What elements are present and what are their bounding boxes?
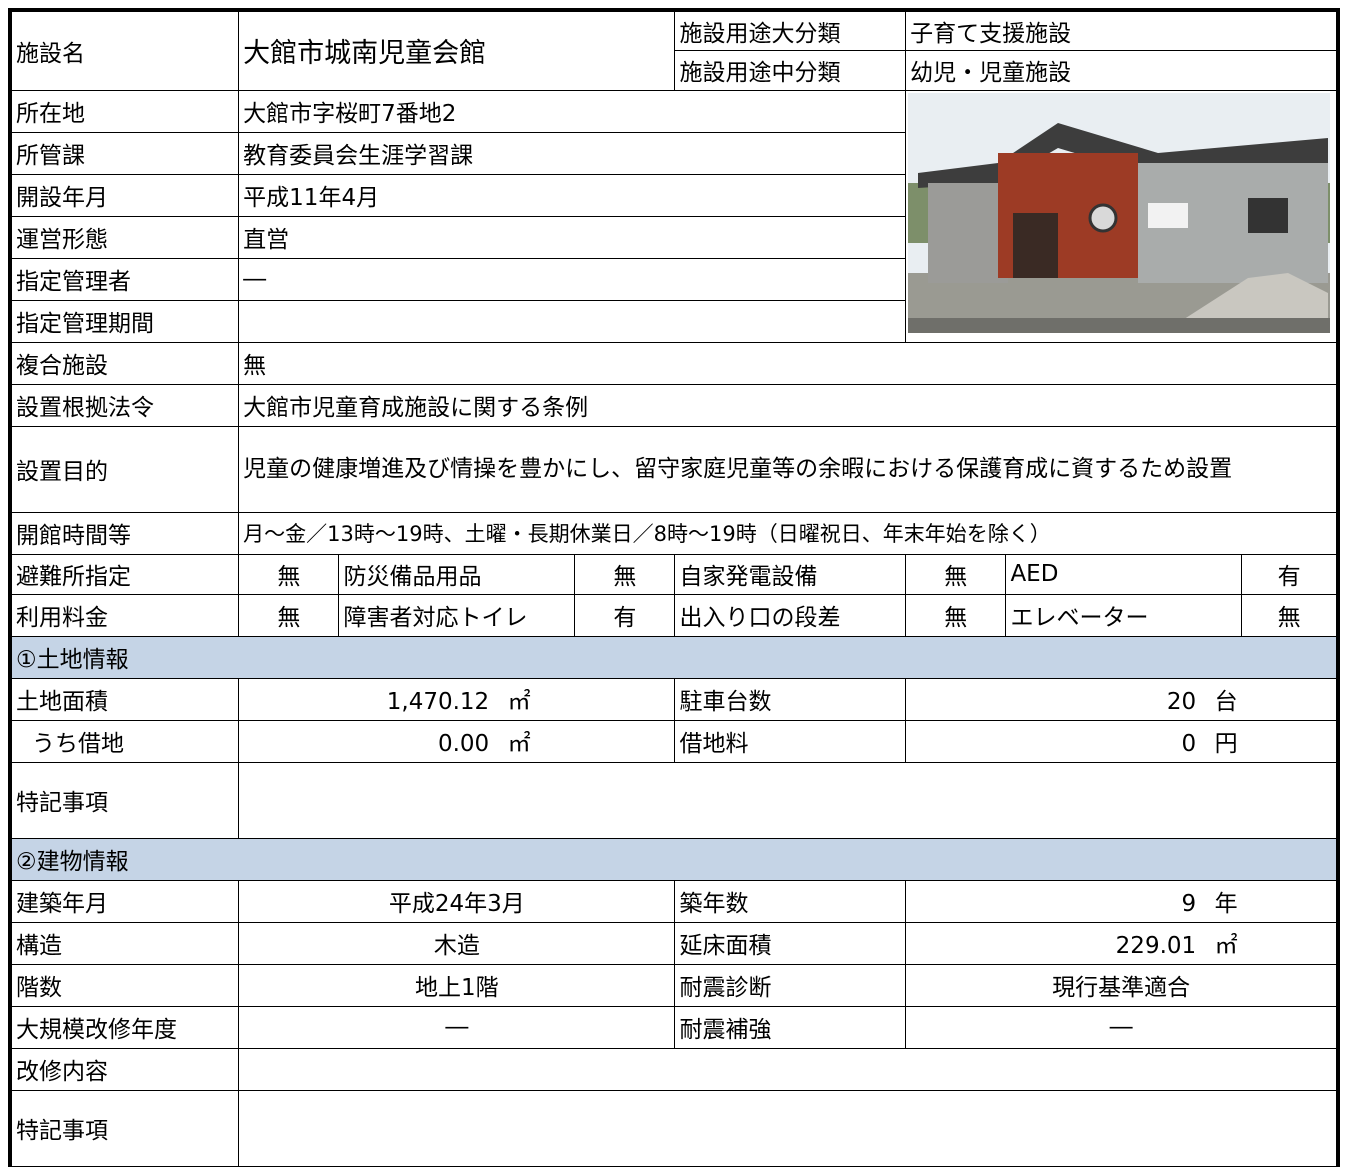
label: 設置根拠法令: [9, 383, 240, 427]
label: エレベーター: [1005, 593, 1243, 637]
number: 9: [1181, 891, 1197, 917]
number: 1,470.12: [386, 689, 490, 715]
label: AED: [1005, 553, 1243, 595]
label: 出入り口の段差: [674, 593, 907, 637]
unit: ㎡: [507, 689, 531, 715]
label: 借地料: [674, 719, 907, 763]
value: 無: [238, 341, 1339, 385]
unit: 台: [1214, 689, 1238, 715]
value: 教育委員会生涯学習課: [238, 131, 907, 175]
number: 0: [1181, 731, 1197, 757]
value: ―: [238, 257, 907, 301]
value: 229.01 ㎡: [905, 921, 1339, 965]
label: 土地面積: [9, 677, 240, 721]
section-header: ②建物情報: [9, 837, 1339, 881]
label: 開設年月: [9, 173, 240, 217]
value: 無: [238, 553, 340, 595]
label: 所在地: [9, 89, 240, 133]
label: 防災備品用品: [338, 553, 576, 595]
facility-name: 大館市城南児童会館: [238, 9, 676, 91]
value: 幼児・児童施設: [905, 49, 1339, 91]
value: [238, 1047, 1339, 1091]
label: 建築年月: [9, 879, 240, 923]
label: 階数: [9, 963, 240, 1007]
label: 開館時間等: [9, 511, 240, 555]
value: 木造: [238, 921, 676, 965]
value: 児童の健康増進及び情操を豊かにし、留守家庭児童等の余暇における保護育成に資するた…: [238, 425, 1339, 513]
unit: ㎡: [1214, 933, 1238, 959]
photo-cell: [905, 89, 1339, 343]
value: 地上1階: [238, 963, 676, 1007]
value: 無: [1241, 593, 1339, 637]
value: 月～金／13時～19時、土曜・長期休業日／8時～19時（日曜祝日、年末年始を除く…: [238, 511, 1339, 555]
value: 無: [905, 553, 1007, 595]
label: 指定管理者: [9, 257, 240, 301]
value: 無: [574, 553, 676, 595]
label: 耐震診断: [674, 963, 907, 1007]
label: 利用料金: [9, 593, 240, 637]
label: 複合施設: [9, 341, 240, 385]
label: 施設用途大分類: [674, 9, 907, 51]
value: 無: [905, 593, 1007, 637]
unit: 年: [1214, 891, 1238, 917]
label: うち借地: [9, 719, 240, 763]
label: 築年数: [674, 879, 907, 923]
label: 運営形態: [9, 215, 240, 259]
label: 自家発電設備: [674, 553, 907, 595]
value: 現行基準適合: [905, 963, 1339, 1007]
section-header: ①土地情報: [9, 635, 1339, 679]
value: 無: [238, 593, 340, 637]
value: 平成11年4月: [238, 173, 907, 217]
label: 指定管理期間: [9, 299, 240, 343]
label: 大規模改修年度: [9, 1005, 240, 1049]
value: 1,470.12 ㎡: [238, 677, 676, 721]
label: 所管課: [9, 131, 240, 175]
label: 特記事項: [9, 1089, 240, 1167]
facility-photo: [908, 93, 1331, 333]
facility-sheet: 施設名 大館市城南児童会館 施設用途大分類 子育て支援施設 施設用途中分類 幼児…: [8, 8, 1340, 1167]
value: 有: [1241, 553, 1339, 595]
value: [238, 761, 1339, 839]
value: ―: [238, 1005, 676, 1049]
unit: ㎡: [507, 731, 531, 757]
label: 設置目的: [9, 425, 240, 513]
value: [238, 1089, 1339, 1167]
label: 特記事項: [9, 761, 240, 839]
label: 施設用途中分類: [674, 49, 907, 91]
value: 大館市児童育成施設に関する条例: [238, 383, 1339, 427]
number: 0.00: [437, 731, 490, 757]
label: 施設名: [9, 9, 240, 91]
value: ―: [905, 1005, 1339, 1049]
value: 大館市字桜町7番地2: [238, 89, 907, 133]
label: 構造: [9, 921, 240, 965]
label: 駐車台数: [674, 677, 907, 721]
value: 有: [574, 593, 676, 637]
label: 耐震補強: [674, 1005, 907, 1049]
value: 直営: [238, 215, 907, 259]
number: 229.01: [1115, 933, 1197, 959]
value: 20 台: [905, 677, 1339, 721]
unit: 円: [1214, 731, 1238, 757]
label: 改修内容: [9, 1047, 240, 1091]
label: 避難所指定: [9, 553, 240, 595]
label: 障害者対応トイレ: [338, 593, 576, 637]
label: 延床面積: [674, 921, 907, 965]
number: 20: [1166, 689, 1197, 715]
value: [238, 299, 907, 343]
value: 子育て支援施設: [905, 9, 1339, 51]
value: 0.00 ㎡: [238, 719, 676, 763]
value: 平成24年3月: [238, 879, 676, 923]
